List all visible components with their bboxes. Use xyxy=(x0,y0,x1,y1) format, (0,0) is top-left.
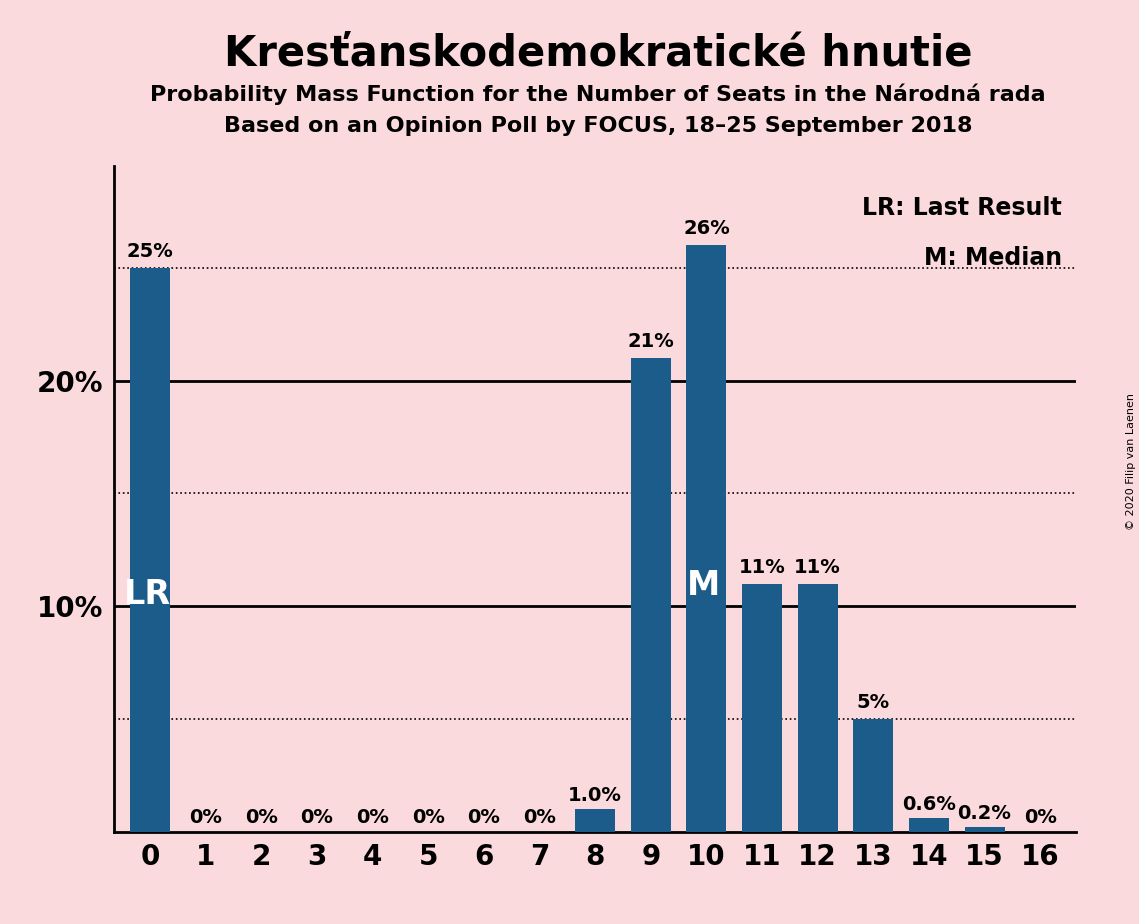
Bar xyxy=(909,818,949,832)
Bar xyxy=(797,584,837,832)
Text: 0%: 0% xyxy=(412,808,444,827)
Text: © 2020 Filip van Laenen: © 2020 Filip van Laenen xyxy=(1126,394,1136,530)
Text: 0%: 0% xyxy=(189,808,222,827)
Bar xyxy=(575,809,615,832)
Text: 0%: 0% xyxy=(1024,808,1057,827)
Text: Kresťanskodemokratické hnutie: Kresťanskodemokratické hnutie xyxy=(223,32,973,74)
Text: 0.6%: 0.6% xyxy=(902,795,956,813)
Text: LR: Last Result: LR: Last Result xyxy=(862,196,1062,220)
Text: 21%: 21% xyxy=(628,333,674,351)
Text: 26%: 26% xyxy=(683,220,730,238)
Text: 11%: 11% xyxy=(794,558,841,577)
Text: M: Median: M: Median xyxy=(924,246,1062,270)
Text: 0%: 0% xyxy=(301,808,334,827)
Bar xyxy=(853,719,893,832)
Text: 5%: 5% xyxy=(857,693,890,712)
Bar xyxy=(741,584,782,832)
Text: 0%: 0% xyxy=(467,808,500,827)
Text: Based on an Opinion Poll by FOCUS, 18–25 September 2018: Based on an Opinion Poll by FOCUS, 18–25… xyxy=(223,116,973,136)
Text: 1.0%: 1.0% xyxy=(568,785,622,805)
Bar xyxy=(687,245,727,832)
Bar xyxy=(130,268,170,832)
Text: 0%: 0% xyxy=(245,808,278,827)
Text: Probability Mass Function for the Number of Seats in the Národná rada: Probability Mass Function for the Number… xyxy=(150,83,1046,104)
Text: LR: LR xyxy=(124,578,171,612)
Text: 25%: 25% xyxy=(126,242,173,261)
Text: 11%: 11% xyxy=(739,558,786,577)
Bar xyxy=(965,827,1005,832)
Text: 0%: 0% xyxy=(357,808,390,827)
Text: M: M xyxy=(687,569,720,602)
Bar xyxy=(631,358,671,832)
Text: 0.2%: 0.2% xyxy=(958,804,1011,822)
Text: 0%: 0% xyxy=(523,808,556,827)
